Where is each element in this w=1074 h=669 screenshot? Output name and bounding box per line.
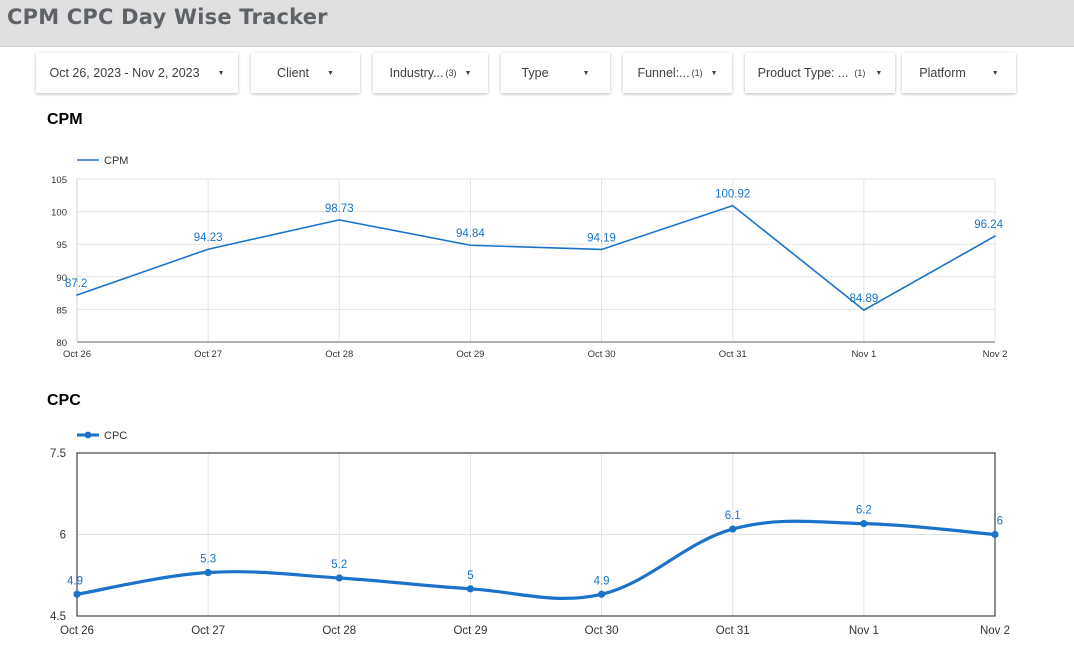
x-tick-label: Nov 1 (849, 625, 879, 637)
product-type-filter[interactable]: Product Type: ... (1) ▼ (745, 53, 895, 93)
type-filter[interactable]: Type ▼ (501, 53, 610, 93)
data-label: 96.24 (974, 219, 1003, 231)
series-line-cpc (75, 519, 997, 600)
y-tick-label: 90 (56, 273, 67, 284)
data-point (73, 590, 81, 598)
x-tick-label: Oct 28 (322, 625, 356, 637)
data-label: 98.73 (325, 203, 354, 215)
data-label: 84.89 (849, 293, 878, 305)
data-label: 5.3 (200, 554, 216, 566)
data-point (335, 574, 343, 582)
x-tick-label: Oct 30 (585, 625, 619, 637)
platform-filter-label: Platform (919, 66, 966, 80)
funnel-filter-count: (1) (691, 68, 703, 78)
product-type-filter-label: Product Type: ... (757, 66, 849, 80)
x-tick-label: Oct 28 (325, 349, 353, 360)
data-label: 5 (467, 570, 473, 582)
x-tick-label: Oct 29 (453, 625, 487, 637)
chevron-down-icon: ▼ (582, 69, 590, 77)
chevron-down-icon: ▼ (991, 69, 999, 77)
x-tick-label: Nov 2 (980, 625, 1010, 637)
data-label: 94.23 (194, 232, 223, 244)
data-label: 94.19 (587, 232, 616, 244)
date-range-label: Oct 26, 2023 - Nov 2, 2023 (49, 66, 200, 80)
x-tick-label: Oct 26 (63, 349, 91, 360)
x-tick-label: Oct 27 (191, 625, 225, 637)
chevron-down-icon: ▼ (710, 69, 718, 77)
chevron-down-icon: ▼ (327, 69, 334, 77)
client-filter[interactable]: Client ▼ (251, 53, 360, 93)
data-point (729, 525, 737, 533)
data-point (204, 568, 212, 577)
legend-label: CPM (104, 155, 128, 167)
y-tick-label: 100 (51, 208, 67, 219)
data-label: 94.84 (456, 228, 485, 240)
funnel-filter-label: Funnel:... (637, 66, 690, 80)
y-tick-label: 6 (60, 530, 66, 542)
data-label: 5.2 (331, 559, 347, 571)
x-tick-label: Oct 27 (194, 349, 222, 360)
x-tick-label: Oct 29 (456, 349, 484, 360)
chevron-down-icon: ▼ (217, 69, 225, 77)
page-title: CPM CPC Day Wise Tracker (7, 5, 328, 29)
industry-filter-label: Industry... (389, 66, 444, 80)
data-label: 4.9 (594, 575, 610, 587)
y-tick-label: 80 (56, 338, 67, 349)
data-point (597, 590, 606, 598)
legend-label: CPC (104, 430, 127, 442)
x-tick-label: Oct 31 (716, 625, 750, 637)
x-tick-label: Oct 26 (60, 625, 94, 637)
data-label: 87.2 (65, 278, 87, 290)
funnel-filter[interactable]: Funnel:... (1) ▼ (623, 53, 732, 93)
data-label: 4.9 (67, 575, 83, 587)
date-range-filter[interactable]: Oct 26, 2023 - Nov 2, 2023 ▼ (36, 53, 238, 93)
x-tick-label: Oct 30 (588, 349, 616, 360)
platform-filter[interactable]: Platform ▼ (902, 53, 1016, 93)
legend-marker (84, 431, 92, 439)
client-filter-label: Client (277, 66, 310, 80)
y-tick-label: 105 (51, 175, 67, 186)
data-label: 6.1 (725, 510, 741, 522)
type-filter-label: Type (521, 66, 549, 80)
cpc-section-title: CPC (47, 392, 81, 409)
chevron-down-icon: ▼ (464, 69, 472, 77)
series-line-cpm (76, 204, 996, 311)
data-label: 100.92 (715, 189, 750, 201)
industry-filter-count: (3) (445, 68, 457, 78)
data-point (991, 530, 999, 539)
x-tick-label: Nov 2 (983, 349, 1008, 360)
title-bar: CPM CPC Day Wise Tracker (0, 0, 1074, 47)
industry-filter[interactable]: Industry... (3) ▼ (373, 53, 488, 93)
y-tick-label: 7.5 (50, 448, 66, 460)
chevron-down-icon: ▼ (875, 69, 883, 77)
y-tick-label: 85 (56, 305, 67, 316)
x-tick-label: Nov 1 (851, 349, 876, 360)
x-tick-label: Oct 31 (719, 349, 747, 360)
cpm-section-title: CPM (47, 111, 83, 128)
data-label: 6.2 (856, 505, 872, 517)
data-point (466, 585, 475, 593)
y-tick-label: 95 (56, 240, 67, 251)
y-tick-label: 4.5 (50, 611, 66, 623)
data-point (860, 520, 868, 528)
data-label: 6 (997, 516, 1003, 528)
product-type-filter-count: (1) (854, 68, 866, 78)
